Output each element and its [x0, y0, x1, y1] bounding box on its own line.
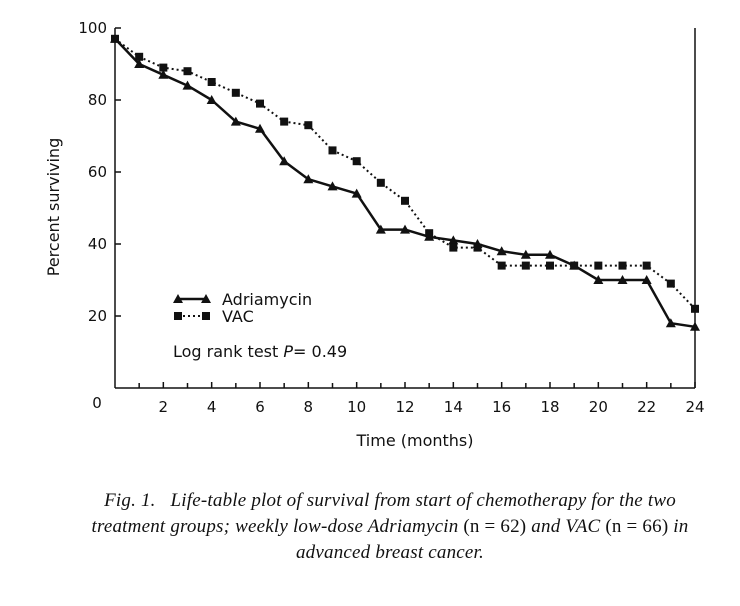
x-tick-label: 8 — [304, 398, 314, 416]
y-tick-label: 20 — [88, 307, 107, 325]
point-adriamycin — [593, 275, 604, 284]
point-vac — [280, 117, 289, 126]
point-vac — [594, 261, 603, 270]
point-adriamycin — [351, 188, 362, 198]
point-vac — [352, 157, 361, 166]
point-vac — [401, 196, 409, 205]
x-tick-label: 24 — [685, 398, 704, 416]
x-tick-label: 4 — [207, 398, 217, 416]
x-tick-label: 12 — [395, 398, 414, 416]
log-rank-value: = 0.49 — [293, 342, 347, 361]
point-vac — [231, 88, 240, 97]
caption-fig-label: Fig. 1. — [104, 490, 156, 511]
point-vac — [425, 229, 434, 238]
caption-n-vac: (n = 66) — [605, 516, 669, 537]
x-tick-label: 10 — [347, 398, 366, 416]
point-adriamycin — [134, 59, 145, 68]
log-rank-p-symbol: P — [283, 342, 293, 361]
y-axis-title: Percent surviving — [44, 138, 63, 276]
log-rank-prefix: Log rank test — [173, 342, 283, 361]
point-adriamycin — [279, 156, 290, 166]
point-vac — [570, 261, 579, 270]
x-tick-label: 14 — [444, 398, 463, 416]
legend-marker-vac — [202, 312, 210, 320]
legend-item-adriamycin: Adriamycin — [173, 290, 312, 309]
x-origin-label: 0 — [92, 394, 102, 412]
point-adriamycin — [255, 123, 265, 133]
x-axis-title: Time (months) — [356, 431, 474, 450]
point-adriamycin — [327, 181, 338, 191]
x-tick-label: 6 — [255, 398, 265, 416]
y-tick-label: 80 — [88, 91, 107, 109]
point-vac — [159, 63, 168, 72]
caption-text-3: in advanced breast cancer. — [295, 516, 689, 563]
legend-label-adriamycin: Adriamycin — [222, 290, 312, 309]
point-vac — [304, 121, 313, 130]
point-adriamycin — [303, 174, 314, 184]
caption-text-2: and VAC — [526, 516, 606, 537]
point-vac — [111, 34, 119, 43]
log-rank-annotation: Log rank test P= 0.49 — [173, 342, 347, 361]
point-vac — [642, 261, 651, 270]
point-vac — [666, 279, 675, 288]
legend-label-vac: VAC — [222, 307, 254, 326]
point-vac — [691, 304, 699, 313]
legend-marker-adriamycin — [201, 294, 211, 303]
x-tick-label: 22 — [637, 398, 656, 416]
point-vac — [497, 261, 506, 270]
point-vac — [449, 243, 458, 252]
series-lines — [114, 37, 696, 329]
point-vac — [256, 99, 264, 108]
point-adriamycin — [182, 80, 193, 90]
legend-marker-vac — [174, 312, 182, 320]
caption-n-adriamycin: (n = 62) — [463, 516, 527, 537]
caption-text-1: Life-table plot of survival from start o… — [91, 490, 676, 537]
point-adriamycin — [206, 95, 217, 104]
point-vac — [135, 52, 144, 61]
point-vac — [473, 243, 482, 252]
point-adriamycin — [400, 224, 410, 234]
point-adriamycin — [641, 275, 652, 284]
series-line-adriamycin — [114, 37, 696, 329]
point-vac — [618, 261, 627, 270]
point-adriamycin — [520, 249, 531, 259]
point-adriamycin — [617, 275, 628, 284]
point-adriamycin — [690, 321, 700, 331]
point-adriamycin — [448, 235, 459, 245]
y-tick-label: 60 — [88, 163, 107, 181]
point-vac — [328, 146, 337, 155]
point-adriamycin — [545, 249, 555, 259]
legend-item-vac: VAC — [174, 307, 254, 326]
point-vac — [207, 78, 216, 86]
point-adriamycin — [665, 318, 676, 328]
y-tick-label: 100 — [78, 19, 107, 37]
legend: Adriamycin VAC — [173, 290, 312, 326]
axes — [114, 28, 696, 389]
x-tick-label: 2 — [159, 398, 169, 416]
x-tick-label: 18 — [540, 398, 559, 416]
x-tick-label: 20 — [589, 398, 608, 416]
point-vac — [376, 178, 385, 187]
figure-caption: Fig. 1. Life-table plot of survival from… — [70, 488, 710, 566]
point-vac — [183, 67, 192, 76]
point-adriamycin — [158, 69, 169, 79]
point-adriamycin — [230, 116, 241, 126]
point-adriamycin — [375, 224, 386, 234]
point-vac — [521, 261, 530, 270]
markers — [110, 33, 700, 331]
legend-marker-adriamycin — [173, 294, 183, 303]
y-tick-label: 40 — [88, 235, 107, 253]
series-line-vac — [114, 37, 696, 310]
x-tick-label: 16 — [492, 398, 511, 416]
point-adriamycin — [496, 246, 507, 256]
point-vac — [546, 261, 554, 270]
